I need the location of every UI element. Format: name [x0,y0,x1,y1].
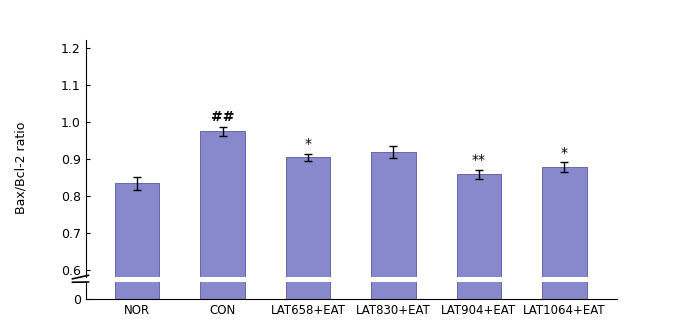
Bar [371,152,416,336]
Bar [200,131,245,336]
Bar [286,0,330,299]
Text: **: ** [472,153,486,167]
Bar [542,2,587,299]
Bar [115,17,159,299]
Bar [286,157,330,336]
Bar [115,183,159,336]
Bar [457,174,501,336]
Bar [457,9,501,299]
Text: *: * [305,137,311,151]
Bar [542,167,587,336]
Bar [200,0,245,299]
Text: Bax/Bcl-2 ratio: Bax/Bcl-2 ratio [14,122,27,214]
Text: ##: ## [211,110,234,124]
Bar [371,0,416,299]
Text: *: * [561,146,568,160]
